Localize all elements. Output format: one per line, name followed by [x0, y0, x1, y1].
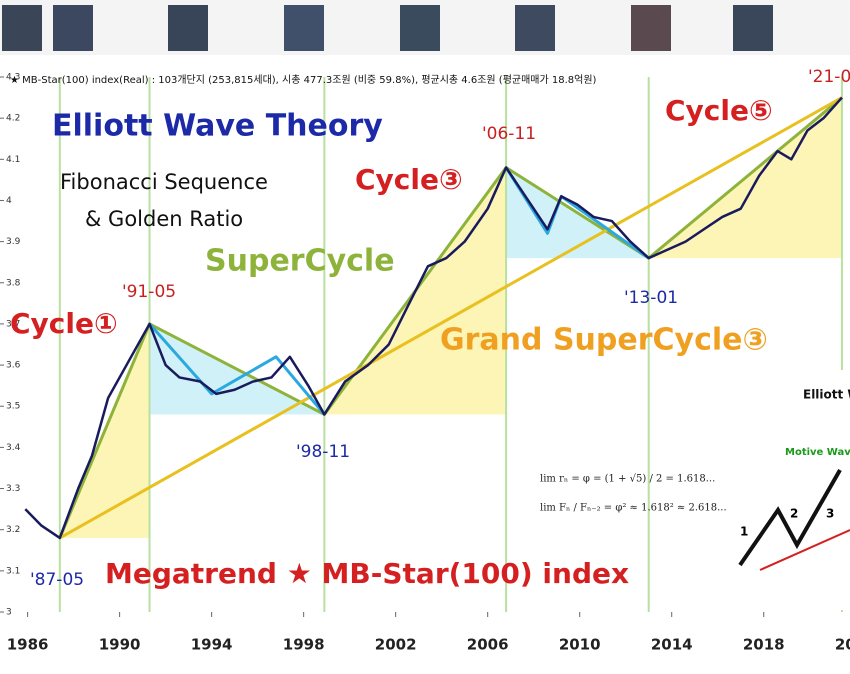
y-tick-label: 3.4	[6, 443, 21, 453]
y-tick-label: 3.5	[6, 402, 20, 412]
inset-label: 2	[790, 507, 798, 521]
portrait	[2, 5, 42, 51]
y-tick-label: 3.3	[6, 484, 20, 494]
x-tick-label: 1994	[191, 636, 233, 654]
portrait	[733, 5, 773, 51]
portrait	[400, 5, 440, 51]
annotation: Cycle①	[10, 307, 118, 340]
y-tick-label: 3.6	[6, 361, 21, 371]
inset-wave	[738, 469, 842, 567]
header: ★ MB-Star(100) index(Real) : 103개단지 (253…	[10, 74, 597, 86]
inset-title: Elliott W	[803, 388, 850, 402]
inset-trend	[759, 529, 850, 571]
annotation: Megatrend ★ MB-Star(100) index	[105, 557, 629, 590]
x-tick-label: 2002	[375, 636, 417, 654]
y-tick-label: 4.2	[6, 114, 20, 124]
x-tick-label: 2014	[651, 636, 693, 654]
x-tick-label: 2018	[743, 636, 785, 654]
annotation: '87-05	[30, 570, 84, 590]
inset-bg	[730, 370, 850, 610]
x-tick-label: 2010	[559, 636, 601, 654]
portrait-strip	[0, 0, 850, 55]
annotation: '21-0	[808, 67, 850, 87]
annotation: Cycle⑤	[665, 94, 773, 127]
inset: Elliott W Motive Wave 1 2 3	[730, 370, 850, 610]
annotation: '91-05	[122, 282, 176, 302]
annotation: Fibonacci Sequence	[60, 170, 268, 194]
chart-title: Elliott Wave Theory	[52, 109, 383, 144]
x-tick-label: 1998	[283, 636, 325, 654]
annotation: '13-01	[624, 288, 678, 308]
x-tick-label: 1990	[99, 636, 141, 654]
y-tick-label: 3	[6, 608, 12, 618]
x-tick-label: 2006	[467, 636, 509, 654]
y-tick-label: 4.1	[6, 155, 20, 165]
portrait	[515, 5, 555, 51]
inset-label: 1	[740, 525, 748, 539]
series-line	[59, 96, 843, 540]
formula: lim rₙ = φ = (1 + √5) / 2 = 1.618...	[540, 474, 715, 485]
annotation: '06-11	[482, 124, 536, 144]
annotation: Cycle③	[355, 163, 463, 196]
annotation: '98-11	[296, 442, 350, 462]
inset-label: 3	[826, 507, 834, 521]
y-tick-label: 3.8	[6, 278, 21, 288]
y-tick-label: 3.9	[6, 237, 21, 247]
x-tick-label: 2022	[835, 636, 850, 654]
portrait	[168, 5, 208, 51]
y-tick-label: 4	[6, 196, 12, 206]
portrait	[53, 5, 93, 51]
annotation: Grand SuperCycle③	[440, 323, 768, 358]
y-tick-label: 4.3	[6, 73, 20, 83]
annotation: SuperCycle	[205, 244, 395, 279]
y-tick-label: 3.2	[6, 525, 20, 535]
x-tick-label: 1986	[7, 636, 49, 654]
portrait	[631, 5, 671, 51]
formula: lim Fₙ / Fₙ₋₂ = φ² ≈ 1.618² ≈ 2.618...	[540, 503, 727, 514]
annotation: & Golden Ratio	[85, 207, 243, 231]
y-tick-label: 3.7	[6, 319, 20, 329]
y-tick-label: 3.1	[6, 566, 20, 576]
portrait	[284, 5, 324, 51]
inset-label: Motive Wave	[785, 447, 850, 458]
series-line	[24, 96, 843, 540]
